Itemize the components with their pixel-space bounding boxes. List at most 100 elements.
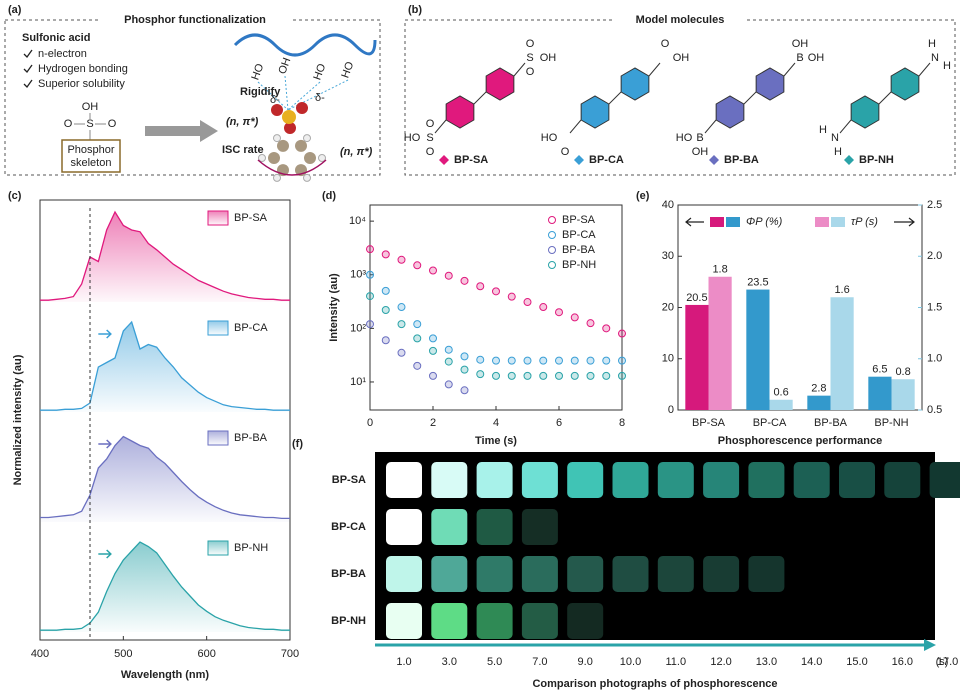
x-axis-label: Phosphorescence performance <box>718 435 882 447</box>
bond <box>648 62 661 77</box>
photo-cell <box>567 603 604 639</box>
legend-label: BP-BA <box>562 244 596 256</box>
data-point <box>366 292 374 301</box>
atom-ball <box>268 152 280 164</box>
data-point <box>381 306 390 315</box>
data-point <box>523 371 532 380</box>
data-point <box>444 345 453 354</box>
photo-cell <box>612 556 649 592</box>
legend-label: BP-SA <box>562 214 596 226</box>
data-point <box>460 386 469 395</box>
atom: O <box>108 118 117 130</box>
legend-label: ΦP (%) <box>746 216 783 228</box>
atom: H <box>943 60 951 72</box>
y2-tick-label: 1.5 <box>927 301 942 313</box>
legend-marker <box>548 261 556 269</box>
photo-cell <box>884 462 921 498</box>
atom: S <box>426 132 433 144</box>
atom-ball <box>282 110 296 124</box>
y2-tick-label: 0.5 <box>927 404 942 416</box>
y-axis-label: Normalized intensity (au) <box>12 354 24 485</box>
atom: B <box>696 132 703 144</box>
data-point <box>460 365 469 374</box>
atom: S <box>526 52 533 64</box>
atom-ball <box>258 154 266 162</box>
data-point <box>492 356 500 365</box>
legend-swatch <box>815 217 829 227</box>
data-point <box>397 303 406 312</box>
feature: n-electron <box>38 48 87 60</box>
shift-arrow <box>98 549 112 559</box>
data-point <box>397 348 406 357</box>
x-tick-label: 4 <box>493 417 499 429</box>
photo-cell <box>703 462 740 498</box>
spectrum-area <box>40 542 290 632</box>
photo-cell <box>521 509 558 545</box>
spectrum-area <box>40 436 290 522</box>
atom-ball <box>273 173 281 182</box>
legend-label: BP-NH <box>562 259 596 271</box>
value-label: 20.5 <box>686 292 707 304</box>
data-point <box>381 286 390 295</box>
time-label: 9.0 <box>578 656 593 668</box>
feature: Hydrogen bonding <box>38 63 128 75</box>
bond <box>743 91 757 105</box>
panel-xlabel: Comparison photographs of phosphorescenc… <box>532 678 777 690</box>
panel-title: Phosphor functionalization <box>124 14 266 26</box>
data-point <box>586 319 595 328</box>
molecule-name: BP-CA <box>589 154 624 166</box>
y-tick-label: 10³ <box>350 269 366 281</box>
title-bg <box>615 12 745 28</box>
bond <box>473 91 487 105</box>
photo-cell <box>929 462 960 498</box>
y2-tick-label: 1.0 <box>927 353 942 365</box>
y2-tick-label: 2.5 <box>927 199 942 211</box>
skeleton-box <box>61 139 121 173</box>
atom-ball <box>318 154 326 162</box>
shift-arrow <box>98 329 112 339</box>
value-label: 2.8 <box>811 383 826 395</box>
bond <box>569 119 582 134</box>
legend-swatch <box>207 210 229 226</box>
data-point <box>602 324 611 333</box>
time-label: 5.0 <box>487 656 502 668</box>
ring <box>850 95 880 129</box>
data-point <box>444 271 453 280</box>
skeleton-label: Phosphor <box>67 144 114 156</box>
panel-label: (e) <box>636 190 650 202</box>
data-point <box>555 371 563 380</box>
skeleton-label: skeleton <box>71 157 112 169</box>
row-label: BP-BA <box>331 568 366 580</box>
photo-cell <box>386 462 422 498</box>
spectrum-line <box>40 210 290 301</box>
photo-cell <box>476 462 513 498</box>
data-point <box>460 276 469 285</box>
panel-label: (f) <box>292 438 303 450</box>
bond <box>608 91 622 105</box>
atom: OH <box>692 146 709 158</box>
data-point <box>618 371 626 380</box>
data-point <box>555 356 563 365</box>
row-label: BP-SA <box>332 474 366 486</box>
value-label: 23.5 <box>747 276 768 288</box>
atom: HO <box>404 132 421 144</box>
axis-arrow <box>894 217 915 227</box>
atom: O <box>526 38 535 50</box>
time-label: 16.0 <box>892 656 913 668</box>
legend-swatch <box>710 217 724 227</box>
time-label: 15.0 <box>846 656 867 668</box>
photo-cell <box>386 509 422 545</box>
x-tick-label: 2 <box>430 417 436 429</box>
x-tick-label: 0 <box>367 417 373 429</box>
ring <box>580 95 610 129</box>
atom-ball <box>284 122 296 134</box>
data-point <box>555 308 563 317</box>
photo-cell <box>703 556 740 592</box>
bond <box>704 119 717 134</box>
data-point <box>602 371 611 380</box>
time-label: 17.0 <box>937 656 958 668</box>
atom: O <box>426 146 435 158</box>
transition-label: (n, π*) <box>340 146 373 158</box>
ring <box>445 95 475 129</box>
atom-ball <box>304 152 316 164</box>
